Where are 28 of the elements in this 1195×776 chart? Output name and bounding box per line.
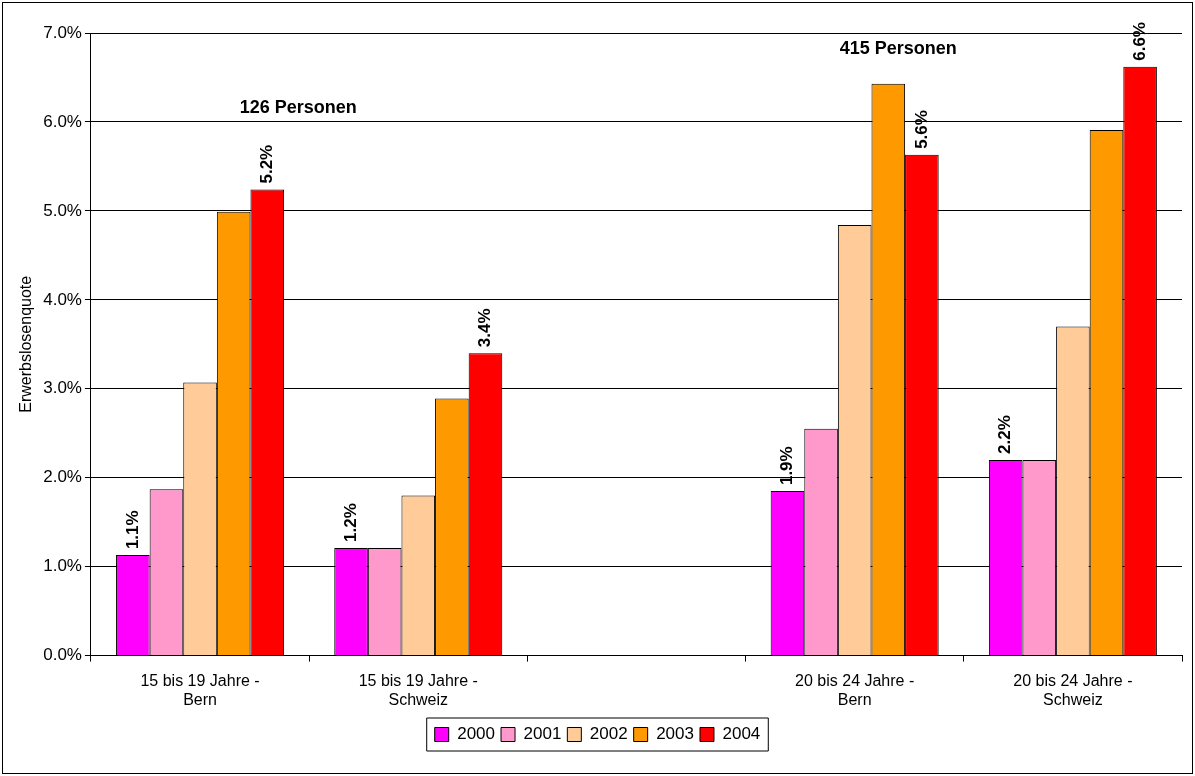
- legend-label: 2002: [589, 724, 628, 744]
- x-tick-label: 15 bis 19 Jahre - Schweiz: [358, 671, 478, 708]
- x-tick-label: 20 bis 24 Jahre - Bern: [795, 671, 915, 708]
- y-tick-label: 7.0%: [43, 22, 82, 42]
- data-label: 6.6%: [1129, 22, 1149, 61]
- legend-label: 2003: [656, 724, 694, 744]
- y-tick-label: 3.0%: [43, 378, 82, 398]
- data-label: 1.2%: [340, 503, 360, 542]
- data-label: 3.4%: [475, 308, 495, 348]
- annotation: 415 Personen: [839, 37, 957, 58]
- data-label: 1.9%: [777, 446, 797, 486]
- data-label: 1.1%: [122, 510, 142, 550]
- legend-label: 2004: [722, 724, 761, 744]
- y-axis-title: Erwerbslosenquote: [17, 275, 35, 413]
- y-tick-label: 5.0%: [43, 200, 82, 220]
- y-tick-label: 0.0%: [43, 645, 82, 665]
- x-tick-label: 15 bis 19 Jahre - Bern: [140, 671, 260, 708]
- y-tick-label: 4.0%: [43, 289, 82, 309]
- y-tick-label: 2.0%: [43, 467, 82, 487]
- y-tick-label: 1.0%: [43, 556, 82, 576]
- data-label: 2.2%: [995, 415, 1015, 454]
- legend-label: 2001: [523, 724, 562, 744]
- data-label: 5.2%: [256, 144, 276, 184]
- annotation: 126 Personen: [239, 96, 357, 117]
- y-tick-label: 6.0%: [43, 111, 82, 131]
- data-label: 5.6%: [911, 110, 931, 149]
- x-tick-label: 20 bis 24 Jahre - Schweiz: [1013, 671, 1133, 708]
- legend-label: 2000: [457, 724, 496, 744]
